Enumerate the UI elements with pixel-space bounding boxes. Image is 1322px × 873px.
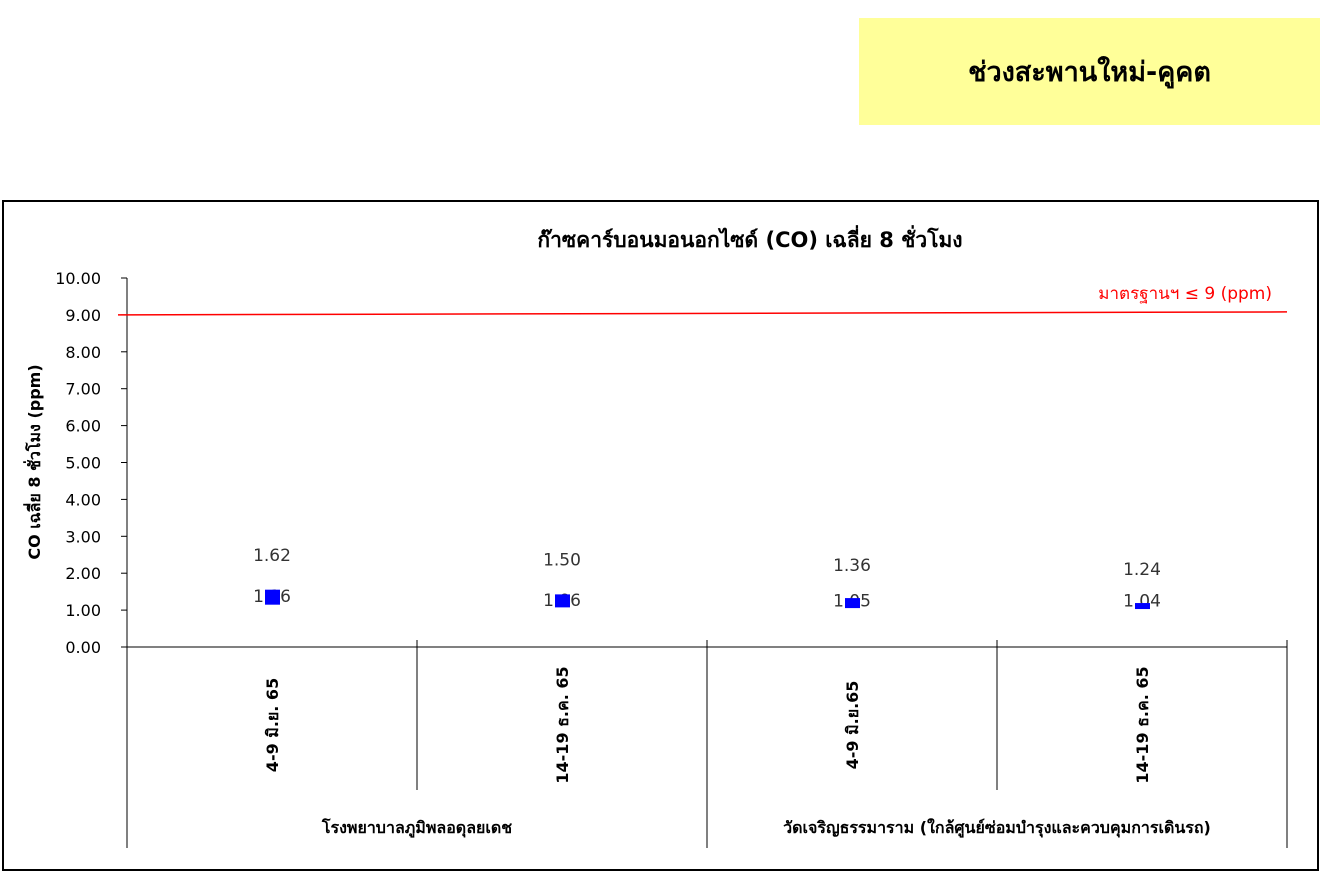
data-marker (845, 598, 860, 609)
x-category-label: 14-19 ธ.ค. 65 (1133, 666, 1152, 783)
chart-frame (2, 200, 1319, 871)
max-label: 1.24 (1123, 560, 1161, 580)
y-tick-label: 1.00 (65, 601, 101, 620)
x-category-label: 14-19 ธ.ค. 65 (553, 666, 572, 783)
data-marker (555, 594, 570, 608)
station-banner: ช่วงสะพานใหม่-คูคต (859, 18, 1320, 125)
y-tick-label: 3.00 (65, 527, 101, 546)
x-category-label: 4-9 มิ.ย.65 (843, 681, 862, 770)
y-axis-label: CO เฉลี่ย 8 ชั่วโมง (ppm) (23, 364, 44, 559)
max-label: 1.50 (543, 551, 581, 571)
y-tick-label: 2.00 (65, 564, 101, 583)
y-tick-label: 7.00 (65, 380, 101, 399)
data-marker (265, 589, 280, 605)
y-tick-label: 8.00 (65, 343, 101, 362)
x-category-label: 4-9 มิ.ย. 65 (263, 678, 282, 772)
standard-label: มาตรฐานฯ ≤ 9 (ppm) (1098, 284, 1272, 304)
chart-title: ก๊าซคาร์บอนมอนอกไซด์ (CO) เฉลี่ย 8 ชั่วโ… (537, 224, 962, 252)
y-tick-label: 0.00 (65, 638, 101, 657)
group-label: โรงพยาบาลภูมิพลอดุลยเดช (321, 817, 512, 839)
y-tick-label: 5.00 (65, 454, 101, 473)
y-tick-label: 10.00 (55, 269, 101, 288)
standard-line (117, 311, 1288, 316)
y-tick-label: 9.00 (65, 306, 101, 325)
max-label: 1.36 (833, 556, 871, 576)
y-tick-label: 6.00 (65, 417, 101, 436)
min-label: 1.04 (1123, 592, 1161, 612)
group-label: วัดเจริญธรรมาราม (ใกล้ศูนย์ซ่อมบำรุงและค… (783, 818, 1211, 839)
max-label: 1.62 (253, 546, 291, 566)
data-marker (1135, 603, 1150, 610)
y-tick-label: 4.00 (65, 490, 101, 509)
